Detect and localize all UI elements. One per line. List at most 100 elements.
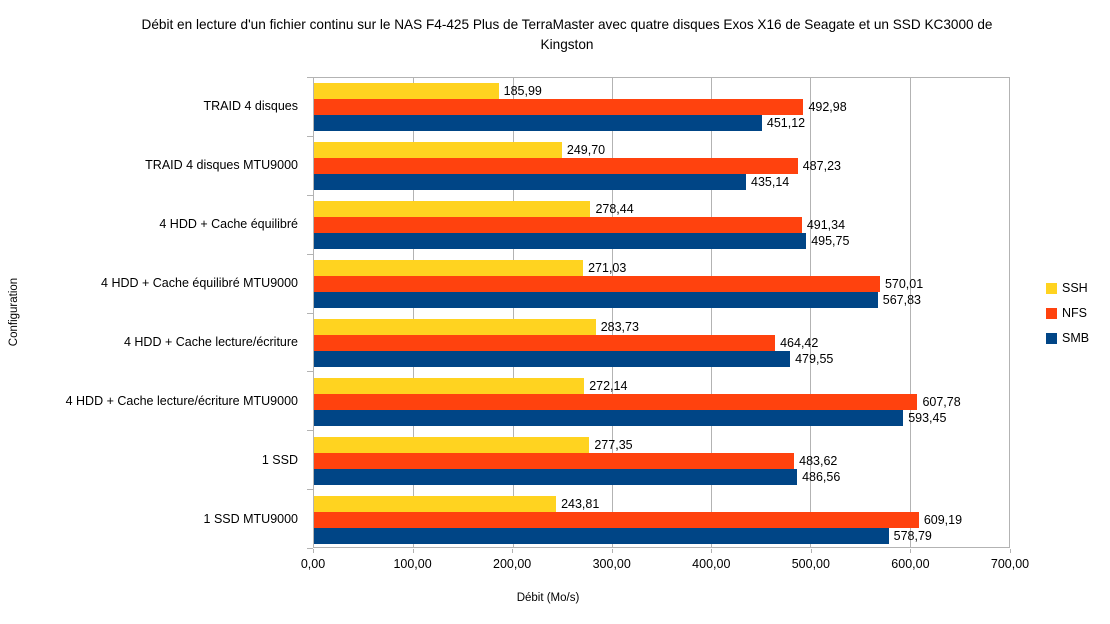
x-axis-tick <box>412 549 414 553</box>
legend-swatch-smb <box>1046 332 1057 344</box>
bar-value-label: 271,03 <box>588 261 627 276</box>
bar-group: 243,81 609,19 578,79 <box>314 490 1009 549</box>
bar-nfs <box>314 158 798 175</box>
bar-smb <box>314 292 878 309</box>
x-axis-tick <box>611 549 613 553</box>
bar-row: 243,81 <box>314 495 1009 512</box>
category-label: 1 SSD <box>261 452 298 467</box>
gridline <box>512 78 514 547</box>
y-axis-tick <box>307 489 313 491</box>
bar-value-label: 483,62 <box>799 453 838 468</box>
bar-row: 249,70 <box>314 142 1009 159</box>
bar-nfs <box>314 511 919 528</box>
category-label: 4 HDD + Cache lecture/écriture <box>123 334 298 349</box>
bar-value-label: 451,12 <box>766 116 806 131</box>
bar-group: 278,44 491,34 495,75 <box>314 196 1009 255</box>
bar-value-label: 479,55 <box>795 351 834 366</box>
category-label: 4 HDD + Cache équilibré MTU9000 <box>101 276 298 291</box>
bar-nfs <box>314 452 795 469</box>
bar-value-label: 278,44 <box>595 202 634 217</box>
bar-value-label: 593,45 <box>908 410 947 425</box>
x-tick-label: 300,00 <box>592 557 631 571</box>
y-axis-tick <box>307 430 313 432</box>
bar-ssh <box>314 142 562 159</box>
x-tick-label: 100,00 <box>393 557 432 571</box>
legend-swatch-ssh <box>1046 282 1057 294</box>
bar-value-label: 607,78 <box>922 394 961 409</box>
bar-value-label: 491,34 <box>806 218 846 233</box>
bar-value-label: 185,99 <box>503 84 542 99</box>
bar-row: 609,19 <box>314 511 1009 528</box>
x-tick-label: 700,00 <box>990 557 1030 571</box>
x-tick-label: 400,00 <box>692 557 731 571</box>
bar-value-label: 435,14 <box>751 175 790 190</box>
gridline <box>413 78 415 547</box>
plot-area: 185,99 492,98 451,12 249,70 487,23 435,14 278,… <box>313 77 1010 548</box>
bar-group: 277,35 483,62 486,56 <box>314 431 1009 490</box>
category-label: 4 HDD + Cache équilibré <box>159 217 298 232</box>
bar-ssh <box>314 83 499 100</box>
legend-swatch-nfs <box>1046 307 1057 319</box>
bar-nfs <box>314 393 918 410</box>
bar-value-label: 272,14 <box>589 378 628 393</box>
bar-value-label: 570,01 <box>884 277 924 292</box>
bar-group: 283,73 464,42 479,55 <box>314 314 1009 373</box>
x-axis-title: Débit (Mo/s) <box>516 592 580 604</box>
x-tick-label: 500,00 <box>791 557 830 571</box>
bar-nfs <box>314 334 776 351</box>
bar-row: 570,01 <box>314 276 1009 293</box>
x-axis-tick <box>910 549 912 553</box>
gridline <box>810 78 812 547</box>
chart-title: Débit en lecture d'un fichier continu su… <box>141 17 993 53</box>
category-label: TRAID 4 disques <box>203 99 298 114</box>
bar-row: 185,99 <box>314 83 1009 100</box>
x-tick-label: 200,00 <box>493 557 532 571</box>
y-axis-tick <box>307 135 313 137</box>
legend-label: SSH <box>1062 281 1088 295</box>
bar-nfs <box>314 276 880 293</box>
bar-row: 486,56 <box>314 468 1009 485</box>
gridline <box>711 78 713 547</box>
x-axis-tick <box>512 549 514 553</box>
bar-ssh <box>314 436 590 453</box>
category-axis-labels: TRAID 4 disques TRAID 4 disques MTU9000 4 … <box>0 77 306 548</box>
bar-row: 492,98 <box>314 99 1009 116</box>
bar-ssh <box>314 377 585 394</box>
x-tick-label: 0,00 <box>300 557 326 571</box>
legend: SSH NFS SMB <box>1046 281 1089 345</box>
x-axis-tick <box>711 549 713 553</box>
bar-group: 185,99 492,98 451,12 <box>314 78 1009 137</box>
bar-ssh <box>314 201 591 218</box>
bar-row: 607,78 <box>314 393 1009 410</box>
legend-item-smb: SMB <box>1046 331 1089 345</box>
bar-value-label: 243,81 <box>561 496 600 511</box>
bar-value-label: 492,98 <box>808 100 847 115</box>
bar-smb <box>314 527 889 544</box>
legend-label: SMB <box>1062 331 1090 345</box>
bar-group: 272,14 607,78 593,45 <box>314 372 1009 431</box>
bar-row: 272,14 <box>314 377 1009 394</box>
gridline <box>611 78 613 547</box>
bar-ssh <box>314 318 596 335</box>
bar-row: 491,34 <box>314 217 1009 234</box>
bar-smb <box>314 350 791 367</box>
bar-ssh <box>314 260 584 277</box>
bar-value-label: 578,79 <box>893 528 932 543</box>
gridline <box>909 78 911 547</box>
y-axis-tick <box>307 194 313 196</box>
bar-row: 483,62 <box>314 452 1009 469</box>
bar-smb <box>314 233 807 250</box>
bar-group: 271,03 570,01 567,83 <box>314 255 1009 314</box>
bar-row: 278,44 <box>314 201 1009 218</box>
bar-smb <box>314 174 747 191</box>
category-label: TRAID 4 disques MTU9000 <box>145 158 298 173</box>
x-axis-tick <box>1010 549 1011 553</box>
y-axis-tick <box>307 312 313 314</box>
bar-row: 578,79 <box>314 527 1009 544</box>
legend-item-ssh: SSH <box>1046 281 1089 295</box>
category-label: 4 HDD + Cache lecture/écriture MTU9000 <box>65 393 298 408</box>
category-label: 1 SSD MTU9000 <box>203 511 298 526</box>
bar-value-label: 609,19 <box>923 512 963 527</box>
bar-smb <box>314 115 762 132</box>
